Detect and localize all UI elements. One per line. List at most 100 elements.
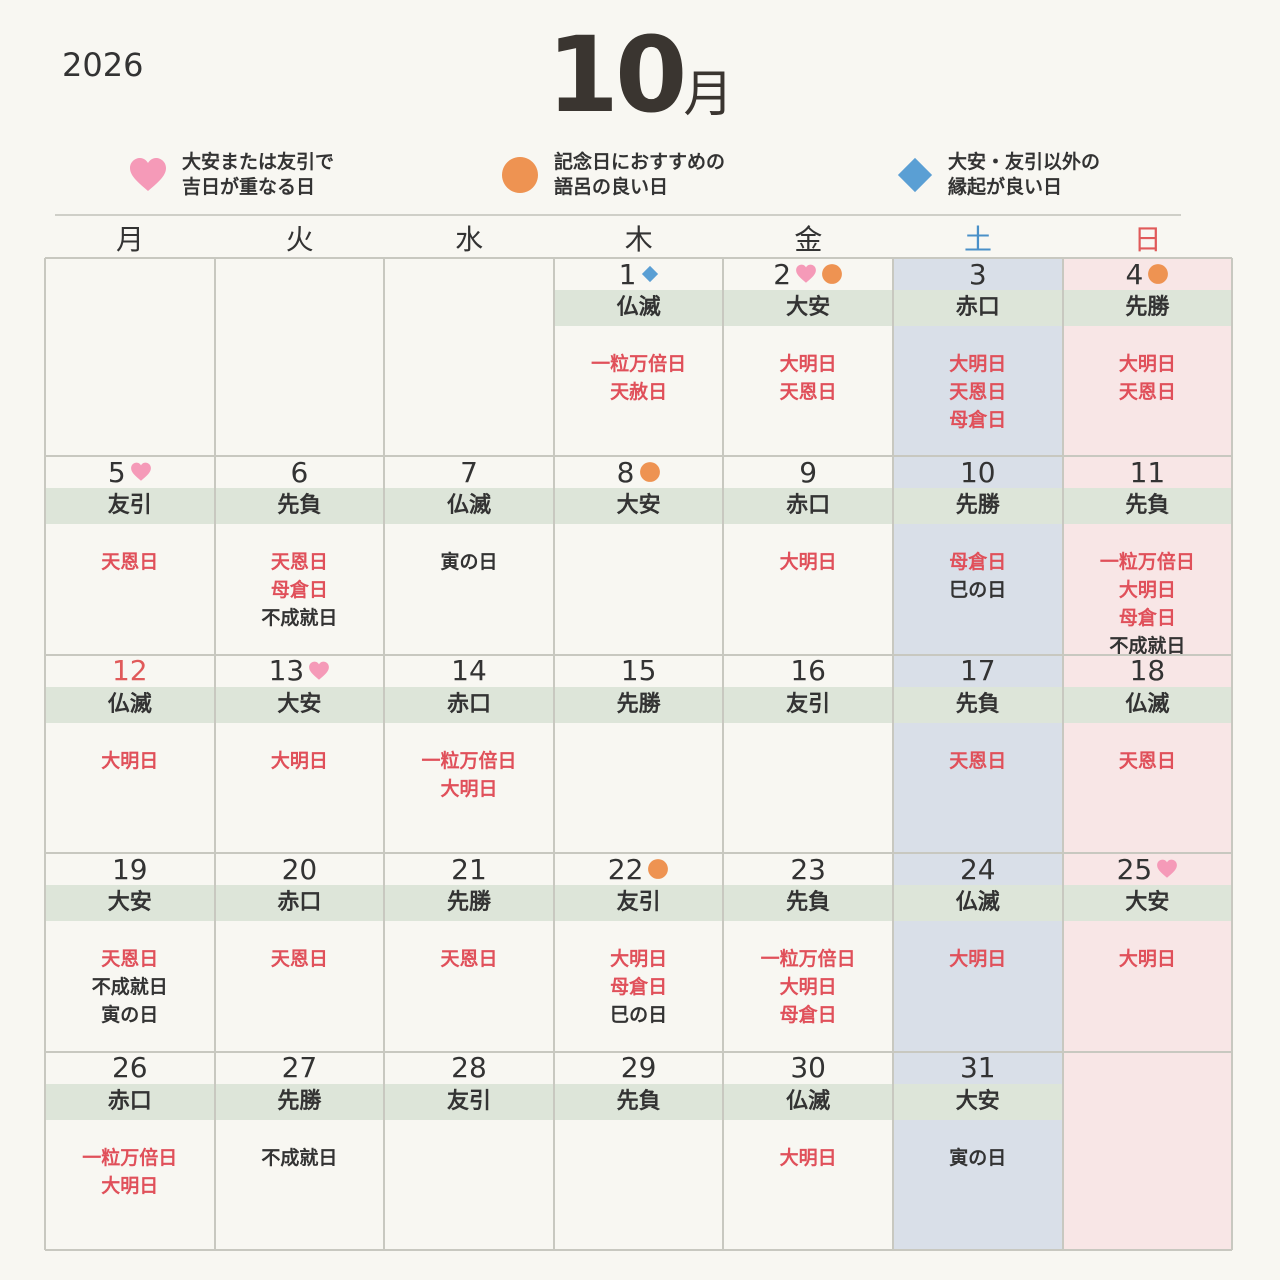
grid-line — [45, 1050, 1233, 1053]
grid-line — [45, 852, 1233, 855]
day-header: 21 — [384, 853, 554, 886]
heart-icon — [796, 264, 816, 283]
rokuyo: 赤口 — [45, 1083, 215, 1120]
day-number: 16 — [790, 654, 826, 688]
day-cell: 15 先勝 — [553, 654, 724, 853]
lucky-day: 一粒万倍日 — [591, 353, 687, 375]
rokuyo: 大安 — [45, 885, 215, 922]
day-number: 6 — [290, 455, 309, 489]
day-items: 天恩日 — [384, 945, 554, 973]
day-cell: 11 先負 一粒万倍日 大明日 母倉日 不成就日 — [1062, 456, 1233, 657]
day-number: 14 — [451, 654, 487, 688]
legend-line: 縁起が良い日 — [948, 176, 1063, 198]
day-number: 19 — [111, 852, 148, 886]
day-number: 18 — [1129, 654, 1166, 688]
rokuyo: 仏滅 — [723, 1083, 893, 1120]
day-cell: 9 赤口 大明日 — [723, 456, 893, 654]
day-cell: 19 大安 天恩日 不成就日 寅の日 — [45, 853, 215, 1051]
lucky-day: 天恩日 — [270, 948, 328, 971]
rokuyo: 仏滅 — [893, 885, 1063, 922]
day-items: 大明日 — [723, 1144, 893, 1172]
day-items: 大明日 天恩日 — [1063, 350, 1233, 406]
legend-line: 吉日が重なる日 — [182, 176, 316, 198]
year: 2026 — [62, 46, 144, 84]
weekday-label: 金 — [794, 223, 823, 256]
legend-line: 大安・友引以外の — [948, 151, 1101, 173]
lucky-day: 寅の日 — [101, 1004, 159, 1027]
day-number: 28 — [451, 1051, 487, 1085]
day-cell: 8 大安 — [553, 456, 724, 654]
day-header: 3 — [893, 258, 1063, 291]
day-items: 一粒万倍日 大明日 — [384, 747, 554, 803]
legend-line: 語呂の良い日 — [554, 176, 669, 198]
lucky-day: 母倉日 — [949, 409, 1007, 431]
lucky-day: 母倉日 — [949, 551, 1007, 574]
lucky-day: 大明日 — [610, 948, 668, 971]
lucky-day: 巳の日 — [610, 1004, 668, 1027]
legend-item: 大安または友引で 吉日が重なる日 — [128, 150, 334, 200]
day-number: 25 — [1116, 852, 1153, 886]
lucky-day: 大明日 — [779, 976, 837, 999]
legend-line: 記念日におすすめの — [554, 151, 726, 173]
grid-line — [722, 258, 725, 1250]
rokuyo: 大安 — [553, 488, 724, 525]
day-number: 5 — [107, 455, 126, 489]
weekend-column — [1062, 258, 1233, 1250]
day-number: 9 — [799, 455, 818, 489]
day-cell: 27 先勝 不成就日 — [214, 1051, 385, 1250]
day-cell: 25 大安 大明日 — [1062, 852, 1233, 1051]
day-cell: 18 仏滅天恩日 — [1062, 654, 1233, 853]
day-cell: 13 大安 大明日 — [214, 654, 385, 853]
day-number: 24 — [959, 852, 996, 886]
lucky-day: 不成就日 — [261, 607, 338, 630]
day-header: 30 — [723, 1051, 893, 1084]
day-header: 26 — [45, 1051, 215, 1084]
day-items: 大明日 — [45, 747, 215, 775]
lucky-day: 天恩日 — [949, 381, 1007, 403]
day-header: 15 — [554, 654, 724, 687]
rokuyo: 仏滅 — [45, 686, 215, 723]
day-items: 天恩日 母倉日 不成就日 — [215, 548, 385, 632]
day-items: 一粒万倍日 大明日 母倉日 — [723, 945, 893, 1029]
day-items: 大明日 — [723, 548, 893, 576]
day-items: 大明日 — [215, 747, 385, 775]
lucky-day: 不成就日 — [1109, 635, 1186, 658]
day-header: 18 — [1063, 654, 1233, 688]
rokuyo: 先負 — [893, 686, 1063, 723]
rokuyo: 赤口 — [214, 885, 385, 922]
weekday-label: 土 — [963, 223, 992, 256]
day-items: 一粒万倍日 大明日 母倉日 不成就日 — [1063, 548, 1233, 660]
rokuyo: 大安 — [893, 1083, 1063, 1120]
day-header: 31 — [893, 1051, 1063, 1085]
rokuyo: 仏滅 — [1062, 686, 1233, 723]
day-items: 母倉日 巳の日 — [893, 548, 1063, 604]
rokuyo: 大安 — [723, 290, 893, 326]
lucky-day: 天恩日 — [1118, 749, 1176, 772]
rokuyo: 先負 — [723, 885, 893, 922]
grid-line — [44, 258, 46, 1250]
grid-line — [45, 455, 1233, 458]
day-header: 7 — [384, 456, 554, 489]
lucky-day: 大明日 — [779, 353, 837, 375]
day-cell: 21 先勝 天恩日 — [384, 853, 554, 1051]
day-number: 29 — [620, 1051, 657, 1085]
lucky-day: 大明日 — [270, 749, 328, 772]
day-header: 16 — [723, 654, 893, 688]
diamond-icon — [897, 157, 933, 193]
day-number: 31 — [959, 1051, 996, 1085]
circle-icon — [639, 462, 660, 483]
lucky-day: 大明日 — [779, 1146, 837, 1169]
lucky-day: 大明日 — [779, 551, 837, 574]
rokuyo: 赤口 — [893, 290, 1063, 326]
day-header: 24 — [893, 852, 1063, 886]
day-cell: 7 仏滅 寅の日 — [384, 456, 554, 654]
grid-line — [1231, 258, 1234, 1250]
rokuyo: 先負 — [214, 488, 385, 525]
day-header: 12 — [45, 654, 215, 687]
heart-icon — [130, 158, 166, 191]
diamond-icon — [641, 265, 658, 283]
weekday-label: 月 — [115, 223, 144, 256]
day-items: 一粒万倍日 大明日 — [45, 1144, 215, 1200]
day-items: 大明日 母倉日 巳の日 — [554, 945, 724, 1029]
